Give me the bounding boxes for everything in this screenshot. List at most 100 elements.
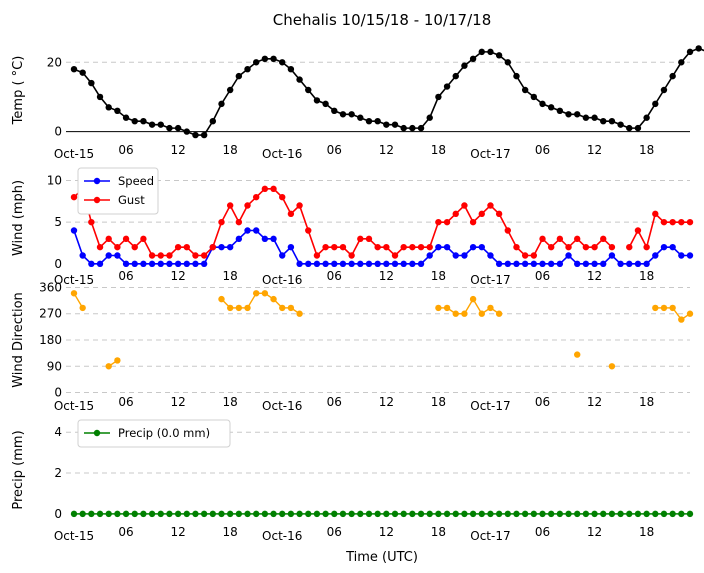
winddir-direction-segment (108, 359, 118, 367)
wind-speed-point (487, 252, 494, 259)
wind-speed-point (357, 260, 364, 268)
temp-temp-point (504, 59, 512, 66)
temp-temp-point (660, 86, 668, 94)
precip-precip-0-0-mm-point (235, 510, 243, 518)
wind-speed-point (574, 260, 581, 268)
wind-speed-point (626, 260, 633, 268)
precip-x-tick-label: 06 (118, 525, 133, 539)
wind-x-tick-label: 12 (170, 269, 185, 283)
temp-temp-point (400, 124, 407, 132)
wind-gust-point (591, 243, 598, 251)
wind-x-tick-label: 06 (327, 269, 342, 283)
temp-temp-point (391, 121, 399, 128)
precip-precip-0-0-mm-point (287, 510, 295, 518)
wind-legend: Speed Gust (77, 167, 159, 215)
wind-speed-point (686, 252, 694, 259)
temp-temp-point (521, 86, 529, 94)
temp-temp-point (331, 107, 338, 115)
wind-gust-point (461, 202, 468, 209)
temp-temp-point (513, 72, 520, 80)
precip-x-tick-label: 18 (223, 525, 238, 539)
wind-gust-point (513, 243, 520, 251)
precip-precip-0-0-mm-point (426, 510, 433, 518)
winddir-x-tick-label: 12 (170, 395, 185, 409)
wind-speed-point (365, 260, 373, 268)
winddir-y-tick-label: 180 (39, 333, 62, 347)
precip-precip-0-0-mm-point (331, 510, 338, 518)
winddir-direction-segment (490, 307, 500, 315)
winddir-x-tick-label: 12 (379, 395, 394, 409)
wind-speed-point (183, 260, 190, 268)
precip-precip-0-0-mm-point (565, 510, 572, 518)
temp-temp-point (322, 100, 329, 108)
winddir-direction-segment (290, 307, 300, 315)
wind-speed-point (235, 235, 243, 243)
wind-gust-point (148, 252, 156, 259)
wind-gust-point (252, 193, 260, 201)
temp-temp-point (174, 124, 182, 132)
precip-precip-0-0-mm-point (409, 510, 416, 518)
precip-precip-0-0-mm-point (348, 510, 355, 518)
winddir-y-axis-label: Wind Direction (11, 292, 26, 388)
winddir-direction-segment (273, 298, 283, 309)
wind-gust-point (218, 218, 225, 226)
wind-speed-point (148, 260, 156, 268)
wind-gust-point (600, 235, 607, 243)
temp-temp-point (556, 107, 564, 115)
temp-temp-point (313, 97, 321, 104)
wind-speed-point (305, 260, 312, 268)
precip-precip-0-0-mm-point (417, 510, 425, 518)
precip-x-tick-label: 06 (327, 525, 342, 539)
wind-gust-point (478, 210, 485, 218)
wind-legend-speed-marker (93, 177, 101, 185)
wind-speed-point (279, 252, 286, 259)
precip-x-tick-label: 06 (535, 525, 550, 539)
wind-x-tick-label: 12 (587, 269, 602, 283)
wind-gust-point (574, 235, 581, 243)
winddir-x-tick-label: 12 (587, 395, 602, 409)
wind-speed-point (70, 227, 78, 234)
wind-gust-point (313, 252, 321, 259)
precip-precip-0-0-mm-point (209, 510, 217, 518)
temp-temp-point (530, 93, 538, 101)
temp-temp-point (244, 66, 251, 73)
precip-precip-0-0-mm-point (530, 510, 538, 518)
winddir-direction-point (435, 304, 442, 312)
precip-precip-0-0-mm-point (495, 510, 503, 518)
winddir-y-tick-label: 0 (54, 386, 62, 400)
precip-precip-0-0-mm-point (608, 510, 616, 518)
winddir-direction-segment (481, 307, 491, 315)
wind-gust-point (166, 252, 173, 259)
precip-legend: Precip (0.0 mm) (77, 419, 231, 448)
wind-gust-point (305, 227, 312, 234)
winddir-direction-segment (73, 292, 84, 309)
temp-temp-point (686, 48, 694, 56)
temp-temp-point (582, 114, 590, 121)
precip-precip-0-0-mm-point (174, 510, 182, 518)
wind-gust-point (114, 243, 121, 251)
precip-precip-0-0-mm-point (200, 510, 208, 518)
wind-speed-point (96, 260, 104, 268)
temp-temp-point (131, 118, 138, 125)
wind-gust-point (157, 252, 164, 259)
wind-speed-point (79, 252, 86, 259)
wind-gust-point (504, 227, 512, 234)
temp-temp-point (669, 72, 676, 80)
wind-speed-point (591, 260, 598, 268)
wind-x-tick-label: 06 (535, 269, 550, 283)
winddir-x-tick-label: 06 (327, 395, 342, 409)
wind-speed-point (157, 260, 164, 268)
winddir-direction-segment (472, 298, 483, 315)
precip-y-tick-label: 4 (54, 425, 62, 439)
wind-gust-point (70, 193, 78, 201)
precip-precip-0-0-mm-point (556, 510, 564, 518)
winddir-direction-segment (680, 313, 691, 321)
wind-gust-point (96, 243, 104, 251)
wind-panel: 0 5 10 Wind (mph) Oct-15 06 12 18 Oct-16 06 12 18 Oc… (11, 167, 694, 287)
temp-temp-point (348, 111, 355, 118)
wind-x-tick-label: 18 (223, 269, 238, 283)
temp-temp-point (218, 100, 225, 108)
precip-precip-0-0-mm-point (157, 510, 164, 518)
wind-gust-point (374, 243, 381, 251)
winddir-y-tick-label: 90 (47, 359, 62, 373)
